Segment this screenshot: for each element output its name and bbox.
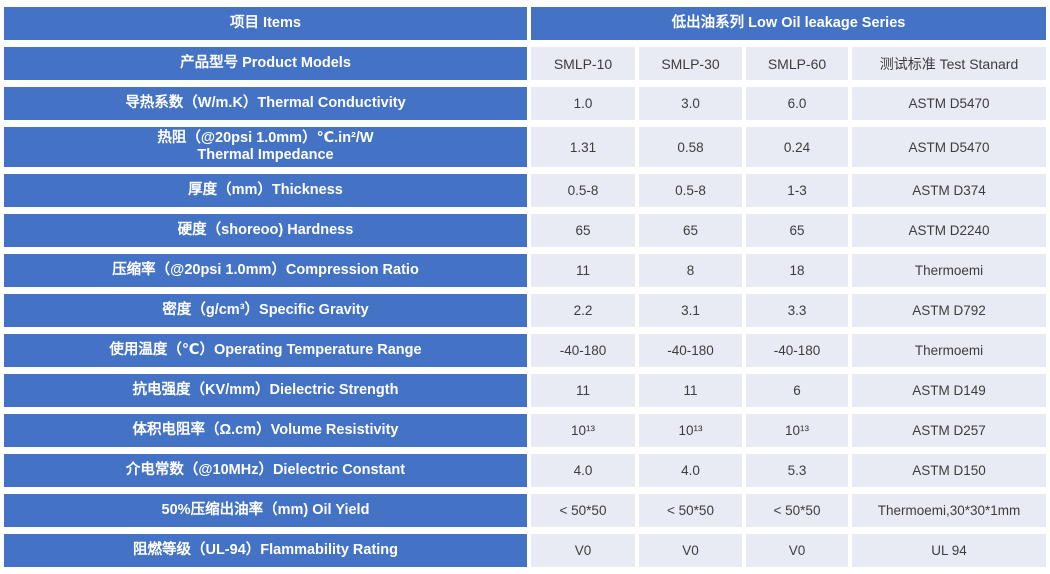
value-cell: 0.24 [746, 127, 848, 167]
table-row-thermal-impedance: 热阻（@20psi 1.0mm）℃.in²/W Thermal Impedanc… [4, 127, 1046, 167]
value-cell: 0.5-8 [531, 174, 635, 207]
value-cell: 3.1 [639, 294, 742, 327]
value-cell: 8 [639, 254, 742, 287]
value-cell: 10¹³ [531, 414, 635, 447]
value-cell: 10¹³ [639, 414, 742, 447]
test-standard-cell: ASTM D149 [852, 374, 1046, 407]
model-cell-smlp-30: SMLP-30 [639, 47, 742, 80]
test-standard-cell: UL 94 [852, 534, 1046, 567]
header-series-cell: 低出油系列 Low Oil leakage Series [531, 7, 1046, 40]
value-cell: 4.0 [531, 454, 635, 487]
value-cell: 65 [746, 214, 848, 247]
test-standard-cell: ASTM D5470 [852, 127, 1046, 167]
test-standard-cell: ASTM D374 [852, 174, 1046, 207]
row-label-cell: 抗电强度（KV/mm）Dielectric Strength [4, 374, 527, 407]
model-cell-smlp-60: SMLP-60 [746, 47, 848, 80]
table-row-flammability-rating: 阻燃等级（UL-94）Flammability Rating V0 V0 V0 … [4, 534, 1046, 567]
row-label-cell: 热阻（@20psi 1.0mm）℃.in²/W Thermal Impedanc… [4, 127, 527, 167]
row-label-cell: 阻燃等级（UL-94）Flammability Rating [4, 534, 527, 567]
table-row-volume-resistivity: 体积电阻率（Ω.cm）Volume Resistivity 10¹³ 10¹³ … [4, 414, 1046, 447]
table-row-hardness: 硬度（shoreoo) Hardness 65 65 65 ASTM D2240 [4, 214, 1046, 247]
table-row-operating-temperature: 使用温度（℃）Operating Temperature Range -40-1… [4, 334, 1046, 367]
value-cell: 2.2 [531, 294, 635, 327]
row-label-cell: 厚度（mm）Thickness [4, 174, 527, 207]
value-cell: < 50*50 [639, 494, 742, 527]
table-row-specific-gravity: 密度（g/cm³）Specific Gravity 2.2 3.1 3.3 AS… [4, 294, 1046, 327]
row-label-cell: 50%压缩出油率（mm) Oil Yield [4, 494, 527, 527]
model-row-label-cell: 产品型号 Product Models [4, 47, 527, 80]
header-items-cell: 项目 Items [4, 7, 527, 40]
value-cell: 11 [531, 254, 635, 287]
value-cell: 10¹³ [746, 414, 848, 447]
value-cell: 5.3 [746, 454, 848, 487]
row-label-cell: 硬度（shoreoo) Hardness [4, 214, 527, 247]
value-cell: 1.0 [531, 87, 635, 120]
value-cell: < 50*50 [746, 494, 848, 527]
value-cell: 6 [746, 374, 848, 407]
value-cell: V0 [746, 534, 848, 567]
value-cell: -40-180 [746, 334, 848, 367]
value-cell: 18 [746, 254, 848, 287]
table-row-thickness: 厚度（mm）Thickness 0.5-8 0.5-8 1-3 ASTM D37… [4, 174, 1046, 207]
model-row: 产品型号 Product Models SMLP-10 SMLP-30 SMLP… [4, 47, 1046, 80]
value-cell: < 50*50 [531, 494, 635, 527]
model-cell-smlp-10: SMLP-10 [531, 47, 635, 80]
value-cell: 1.31 [531, 127, 635, 167]
table-row-dielectric-constant: 介电常数（@10MHz）Dielectric Constant 4.0 4.0 … [4, 454, 1046, 487]
value-cell: 0.5-8 [639, 174, 742, 207]
model-cell-test-standard: 测试标准 Test Stanard [852, 47, 1046, 80]
row-label-cell: 密度（g/cm³）Specific Gravity [4, 294, 527, 327]
value-cell: -40-180 [639, 334, 742, 367]
test-standard-cell: ASTM D257 [852, 414, 1046, 447]
row-label-cell: 使用温度（℃）Operating Temperature Range [4, 334, 527, 367]
test-standard-cell: ASTM D5470 [852, 87, 1046, 120]
value-cell: 1-3 [746, 174, 848, 207]
test-standard-cell: ASTM D150 [852, 454, 1046, 487]
test-standard-cell: Thermoemi,30*30*1mm [852, 494, 1046, 527]
test-standard-cell: ASTM D792 [852, 294, 1046, 327]
table-row-oil-yield: 50%压缩出油率（mm) Oil Yield < 50*50 < 50*50 <… [4, 494, 1046, 527]
table-row-thermal-conductivity: 导热系数（W/m.K）Thermal Conductivity 1.0 3.0 … [4, 87, 1046, 120]
value-cell: 65 [531, 214, 635, 247]
table-row-compression-ratio: 压缩率（@20psi 1.0mm）Compression Ratio 11 8 … [4, 254, 1046, 287]
row-label-cell: 介电常数（@10MHz）Dielectric Constant [4, 454, 527, 487]
table-header-row: 项目 Items 低出油系列 Low Oil leakage Series [4, 7, 1046, 40]
row-label-cell: 体积电阻率（Ω.cm）Volume Resistivity [4, 414, 527, 447]
value-cell: 11 [639, 374, 742, 407]
value-cell: V0 [639, 534, 742, 567]
value-cell: 65 [639, 214, 742, 247]
value-cell: 6.0 [746, 87, 848, 120]
test-standard-cell: ASTM D2240 [852, 214, 1046, 247]
table-row-dielectric-strength: 抗电强度（KV/mm）Dielectric Strength 11 11 6 A… [4, 374, 1046, 407]
value-cell: -40-180 [531, 334, 635, 367]
value-cell: 0.58 [639, 127, 742, 167]
value-cell: 3.3 [746, 294, 848, 327]
value-cell: 4.0 [639, 454, 742, 487]
value-cell: 3.0 [639, 87, 742, 120]
value-cell: V0 [531, 534, 635, 567]
test-standard-cell: Thermoemi [852, 334, 1046, 367]
value-cell: 11 [531, 374, 635, 407]
row-label-cell: 压缩率（@20psi 1.0mm）Compression Ratio [4, 254, 527, 287]
row-label-cell: 导热系数（W/m.K）Thermal Conductivity [4, 87, 527, 120]
test-standard-cell: Thermoemi [852, 254, 1046, 287]
